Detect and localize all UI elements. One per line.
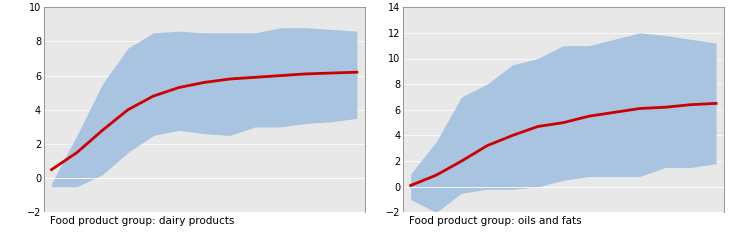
Text: 2021: 2021: [640, 224, 664, 234]
Text: 2020: 2020: [179, 224, 204, 234]
Text: 2019: 2019: [436, 224, 461, 234]
Text: Food product group: dairy products: Food product group: dairy products: [50, 216, 235, 226]
Text: 2020: 2020: [538, 224, 563, 234]
Text: 2019: 2019: [77, 224, 102, 234]
Text: Food product group: oils and fats: Food product group: oils and fats: [409, 216, 582, 226]
Text: 2021: 2021: [281, 224, 306, 234]
